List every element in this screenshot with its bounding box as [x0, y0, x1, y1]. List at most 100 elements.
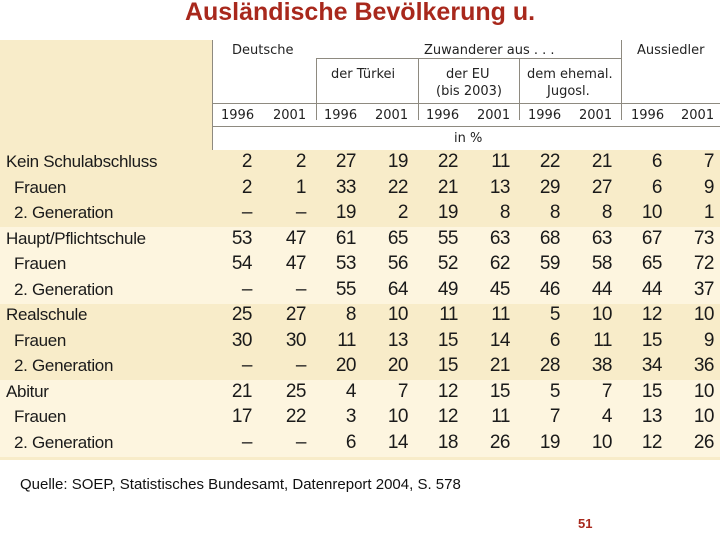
page-number: 51 [578, 516, 593, 531]
table-cell: 18 [437, 431, 459, 453]
row-label: 2. Generation [14, 432, 114, 452]
row-label: Frauen [14, 177, 67, 197]
row-label: Kein Schulabschluss [6, 152, 158, 171]
table-cell: 33 [335, 176, 357, 198]
table-cell: 4 [345, 380, 357, 402]
year-header: 1996 [631, 108, 665, 123]
table-cell: 10 [641, 202, 663, 223]
year-header: 2001 [681, 108, 715, 123]
table-cell: 14 [489, 329, 511, 351]
header-divider [418, 58, 419, 120]
table-cell: 36 [693, 355, 715, 376]
header-aussiedler: Aussiedler [637, 43, 705, 58]
table-cell: 7 [549, 406, 561, 427]
row-band [0, 277, 720, 304]
table-cell: – [295, 278, 307, 300]
table-cell: 22 [387, 176, 409, 198]
header-rule [212, 103, 720, 104]
table-cell: 7 [397, 380, 409, 402]
subheader-tuerkei: der Türkei [331, 67, 396, 82]
title-line-1: Ausländische Bevölkerung u. [184, 0, 536, 26]
table-cell: – [295, 355, 307, 376]
table-cell: 46 [539, 278, 561, 300]
year-header: 1996 [426, 108, 460, 123]
table-cell: 21 [231, 380, 253, 402]
unit-label: in % [454, 131, 483, 146]
table-cell: 55 [437, 227, 459, 249]
year-header: 1996 [528, 108, 562, 123]
table-cell: 61 [335, 227, 357, 249]
table-cell: 67 [641, 227, 663, 249]
header-divider [621, 40, 622, 120]
table-cell: 2 [241, 151, 253, 172]
table-cell: 55 [335, 278, 357, 300]
table-cell: 30 [231, 329, 253, 351]
table-cell: – [295, 202, 307, 223]
row-label: Frauen [14, 254, 67, 273]
table-cell: 37 [693, 278, 715, 300]
row-label: 2. Generation [14, 279, 114, 299]
table-cell: 25 [231, 304, 253, 325]
table-cell: 44 [591, 278, 613, 300]
table-cell: 65 [387, 227, 409, 249]
table-cell: 19 [335, 202, 357, 223]
table-cell: 27 [285, 304, 307, 325]
header-deutsche: Deutsche [232, 43, 294, 58]
row-band [0, 252, 720, 278]
table-cell: 53 [335, 253, 357, 274]
table-cell: 20 [335, 355, 357, 376]
table-cell: 15 [437, 329, 459, 351]
table-cell: 10 [387, 304, 409, 325]
table-cell: 58 [591, 253, 613, 274]
table-cell: 34 [641, 355, 663, 376]
header-rule [212, 126, 720, 127]
table-cell: 10 [387, 406, 409, 427]
table-cell: 7 [601, 380, 613, 402]
table-cell: 6 [651, 151, 663, 172]
table-cell: 53 [231, 227, 253, 249]
table-cell: 8 [345, 304, 357, 325]
year-header: 2001 [375, 108, 409, 123]
table-cell: 28 [539, 355, 561, 376]
table-cell: 21 [489, 355, 511, 376]
subheader-jugosl-line1: dem ehemal. [527, 67, 613, 82]
table-cell: 1 [703, 202, 715, 223]
source-note: Quelle: SOEP, Statistisches Bundesamt, D… [20, 476, 461, 493]
table-cell: 19 [437, 202, 459, 223]
table-cell: 27 [335, 151, 357, 172]
header-divider [519, 58, 520, 120]
table-cell: 25 [285, 380, 307, 402]
year-header: 2001 [273, 108, 307, 123]
row-label: Abitur [6, 381, 49, 401]
table-cell: 63 [489, 227, 511, 249]
table-cell: 11 [439, 304, 458, 325]
table-cell: 8 [601, 202, 613, 223]
year-header: 2001 [477, 108, 511, 123]
table-cell: – [295, 431, 307, 453]
table-cell: 65 [641, 253, 663, 274]
table-cell: 13 [641, 406, 663, 427]
subheader-eu-line2: (bis 2003) [436, 84, 502, 99]
row-label: Realschule [6, 305, 88, 324]
row-band [0, 405, 720, 431]
table-cell: 6 [651, 176, 663, 198]
table-cell: 11 [491, 406, 510, 427]
table-cell: 44 [641, 278, 663, 300]
table-cell: 47 [285, 227, 307, 249]
table-cell: 12 [437, 380, 459, 402]
table-cell: 26 [489, 431, 511, 453]
table-cell: 26 [693, 431, 715, 453]
table-cell: – [241, 202, 253, 223]
table-cell: 47 [285, 253, 307, 274]
table-cell: 59 [539, 253, 561, 274]
table-cell: 7 [703, 151, 715, 172]
table-cell: – [241, 278, 253, 300]
table-cell: 8 [549, 202, 561, 223]
row-label: 2. Generation [14, 356, 114, 375]
subheader-jugosl-line2: Jugosl. [547, 84, 590, 99]
table-cell: – [241, 355, 253, 376]
table-cell: 15 [641, 329, 663, 351]
table-cell: 64 [387, 278, 409, 300]
table-cell: 22 [437, 151, 459, 172]
table-cell: – [241, 431, 253, 453]
